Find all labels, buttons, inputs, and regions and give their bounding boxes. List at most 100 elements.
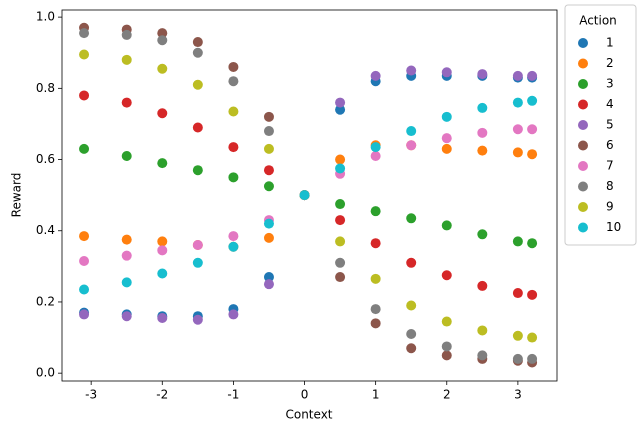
point xyxy=(228,309,239,320)
point xyxy=(263,181,274,192)
point xyxy=(370,238,381,249)
point xyxy=(441,341,452,352)
point xyxy=(157,63,168,74)
point xyxy=(228,142,239,153)
point xyxy=(121,311,132,322)
legend-label: 2 xyxy=(606,56,614,70)
point xyxy=(335,163,346,174)
point xyxy=(477,325,488,336)
point xyxy=(370,206,381,217)
point xyxy=(335,199,346,210)
point xyxy=(228,61,239,72)
point xyxy=(157,158,168,169)
x-tick-label: 3 xyxy=(514,388,522,402)
point xyxy=(406,257,417,268)
x-tick-label: 0 xyxy=(301,388,309,402)
point xyxy=(477,127,488,138)
legend-marker xyxy=(578,99,588,110)
point xyxy=(527,289,538,300)
y-tick-label: 0.2 xyxy=(36,294,55,308)
legend-box xyxy=(564,4,637,246)
point xyxy=(192,37,203,48)
point xyxy=(335,97,346,108)
point xyxy=(512,70,523,81)
point xyxy=(477,229,488,240)
legend-marker xyxy=(578,38,588,48)
point xyxy=(79,49,90,60)
point xyxy=(406,140,417,151)
point xyxy=(441,220,452,231)
x-tick-label: -1 xyxy=(227,388,239,402)
point xyxy=(406,329,417,340)
point xyxy=(121,234,132,245)
point xyxy=(157,245,168,256)
point xyxy=(335,236,346,247)
point xyxy=(527,124,538,135)
legend-label: 8 xyxy=(606,179,614,193)
point xyxy=(477,350,488,361)
point xyxy=(263,165,274,176)
point xyxy=(527,95,538,106)
x-tick-label: 1 xyxy=(372,388,380,402)
y-tick-label: 0.0 xyxy=(36,366,55,380)
point xyxy=(121,54,132,65)
point xyxy=(192,257,203,268)
point xyxy=(370,273,381,284)
point xyxy=(192,79,203,90)
point xyxy=(477,69,488,80)
point xyxy=(512,147,523,158)
point xyxy=(441,67,452,78)
y-tick-label: 0.6 xyxy=(36,152,55,166)
legend-marker xyxy=(578,79,588,89)
point xyxy=(79,256,90,267)
point xyxy=(512,353,523,364)
point xyxy=(370,150,381,161)
point xyxy=(157,28,168,39)
point xyxy=(335,257,346,268)
point xyxy=(441,133,452,144)
point xyxy=(121,150,132,161)
point xyxy=(406,126,417,137)
legend-marker xyxy=(578,222,588,233)
point xyxy=(512,124,523,135)
point xyxy=(79,284,90,295)
point xyxy=(79,231,90,242)
x-tick-label: 2 xyxy=(443,388,451,402)
point xyxy=(121,97,132,108)
point xyxy=(527,332,538,343)
point xyxy=(477,102,488,113)
legend-marker xyxy=(578,202,588,212)
point xyxy=(512,97,523,108)
x-axis-label: Context xyxy=(285,408,332,422)
point xyxy=(263,232,274,243)
x-tick-label: -3 xyxy=(85,388,97,402)
point xyxy=(441,143,452,154)
point xyxy=(157,312,168,323)
point xyxy=(121,277,132,288)
point xyxy=(228,106,239,117)
point xyxy=(335,272,346,283)
x-tick-label: -2 xyxy=(156,388,168,402)
legend-label: 4 xyxy=(606,97,614,111)
point xyxy=(406,300,417,311)
point xyxy=(79,90,90,101)
legend-marker xyxy=(578,181,588,192)
point xyxy=(406,343,417,354)
point xyxy=(228,76,239,87)
point xyxy=(157,108,168,119)
plot-frame xyxy=(61,9,558,382)
point xyxy=(263,111,274,122)
legend-label: 6 xyxy=(606,138,614,152)
point xyxy=(406,213,417,224)
point xyxy=(157,236,168,247)
point xyxy=(370,70,381,81)
legend-marker xyxy=(578,161,588,171)
point xyxy=(527,353,538,364)
y-tick-label: 0.8 xyxy=(36,81,55,95)
point xyxy=(512,288,523,299)
legend-label: 10 xyxy=(606,220,621,234)
point xyxy=(157,35,168,46)
y-axis-label: Reward xyxy=(10,173,24,218)
point xyxy=(406,65,417,76)
point xyxy=(370,318,381,329)
